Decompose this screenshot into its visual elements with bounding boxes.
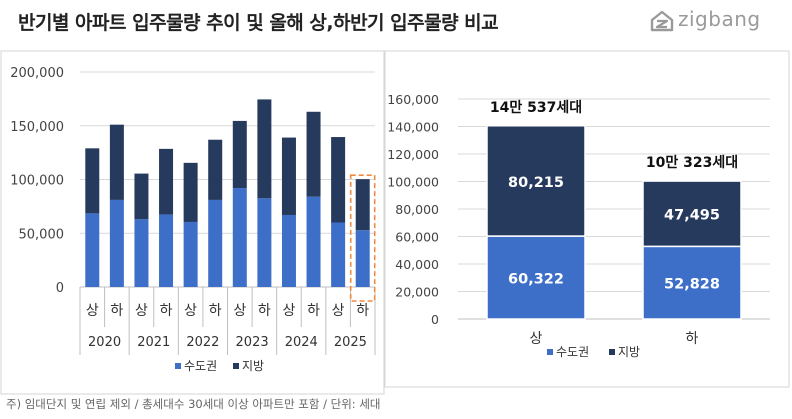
y-tick-label: 80,000: [395, 202, 439, 217]
highlight-box: [349, 174, 376, 302]
bar-region: [232, 120, 247, 189]
x-tick-label: 하: [209, 303, 222, 319]
bar-capital: [85, 213, 100, 287]
y-tick-label: 20,000: [395, 285, 439, 300]
bar-region: [134, 173, 149, 220]
bar-capital: [331, 222, 346, 287]
bar-capital: [232, 188, 247, 287]
year-label: 2022: [186, 335, 219, 350]
x-tick-label: 상: [135, 303, 148, 319]
legend-label: 지방: [242, 359, 264, 373]
legend-swatch: [547, 349, 553, 355]
y-tick-label: 120,000: [387, 147, 439, 162]
x-tick-label: 상: [283, 303, 296, 319]
bar-capital: [281, 214, 296, 287]
bar-region: [331, 137, 346, 223]
bar-region: [183, 162, 198, 222]
x-tick-label: 상: [530, 331, 543, 347]
y-tick-label: 140,000: [387, 120, 439, 135]
bar-region: [208, 139, 223, 200]
x-tick-label: 하: [160, 303, 173, 319]
data-label: 47,495: [664, 208, 720, 224]
year-label: 2025: [334, 335, 367, 350]
bar-capital: [208, 199, 223, 287]
x-tick-label: 상: [332, 303, 345, 319]
y-tick-label: 100,000: [10, 174, 64, 189]
y-tick-label: 40,000: [395, 257, 439, 272]
bar-region: [85, 148, 100, 214]
logo-text: zigbang: [678, 7, 761, 31]
x-tick-label: 하: [307, 303, 320, 319]
chart-frame: [384, 50, 790, 388]
total-label: 10만 323세대: [646, 155, 738, 171]
x-tick-label: 상: [184, 303, 197, 319]
x-tick-label: 상: [233, 303, 246, 319]
zigbang-logo: zigbang: [648, 6, 778, 36]
legend-swatch: [609, 349, 615, 355]
bar-region: [486, 125, 586, 237]
bar-region: [257, 99, 272, 199]
bar-region: [109, 124, 124, 200]
data-label: 60,322: [508, 272, 564, 288]
year-label: 2023: [236, 335, 269, 350]
bar-capital: [183, 221, 198, 287]
bar-capital: [486, 235, 586, 320]
bar-capital: [159, 214, 174, 287]
y-tick-label: 150,000: [10, 120, 64, 135]
total-label: 14만 537세대: [490, 100, 582, 116]
y-tick-label: 100,000: [387, 175, 439, 190]
bar-region: [159, 148, 174, 215]
y-tick-label: 60,000: [395, 230, 439, 245]
page-title: 반기별 아파트 입주물량 추이 및 올해 상,하반기 입주물량 비교: [18, 12, 499, 34]
footnote: 주) 임대단지 및 연립 제외 / 총세대수 30세대 이상 아파트만 포함 /…: [6, 397, 381, 411]
x-tick-label: 상: [86, 303, 99, 319]
chart-frame: [0, 50, 385, 395]
x-tick-label: 하: [110, 303, 123, 319]
legend-swatch: [233, 363, 239, 369]
x-tick-label: 하: [686, 331, 699, 347]
x-tick-label: 하: [258, 303, 271, 319]
year-label: 2024: [285, 335, 318, 350]
legend-label: 수도권: [184, 359, 217, 373]
year-label: 2021: [137, 335, 170, 350]
bar-region: [306, 111, 321, 197]
y-tick-label: 0: [56, 281, 64, 296]
y-tick-label: 50,000: [19, 227, 65, 242]
x-tick-label: 하: [356, 303, 369, 319]
house-logo-icon: [650, 10, 674, 32]
bar-region: [642, 180, 742, 248]
data-label: 80,215: [508, 175, 564, 191]
legend-label: 지방: [618, 345, 640, 359]
bar-capital: [306, 196, 321, 287]
y-tick-label: 0: [431, 312, 439, 327]
data-label: 52,828: [664, 277, 720, 293]
bar-capital: [257, 198, 272, 287]
y-tick-label: 200,000: [10, 66, 64, 81]
bar-capital: [134, 219, 149, 287]
bar-capital: [109, 199, 124, 287]
bar-capital: [642, 245, 742, 320]
bar-capital: [355, 230, 370, 287]
year-label: 2020: [88, 335, 121, 350]
2025-half-comparison-chart: 0 20,000 40,000 60,000 80,000 100,000 120,000 1…: [384, 50, 790, 388]
bar-region: [281, 137, 296, 215]
legend-swatch: [175, 363, 181, 369]
legend-label: 수도권: [556, 345, 589, 359]
y-tick-label: 160,000: [387, 92, 439, 107]
bar-region: [355, 179, 370, 231]
